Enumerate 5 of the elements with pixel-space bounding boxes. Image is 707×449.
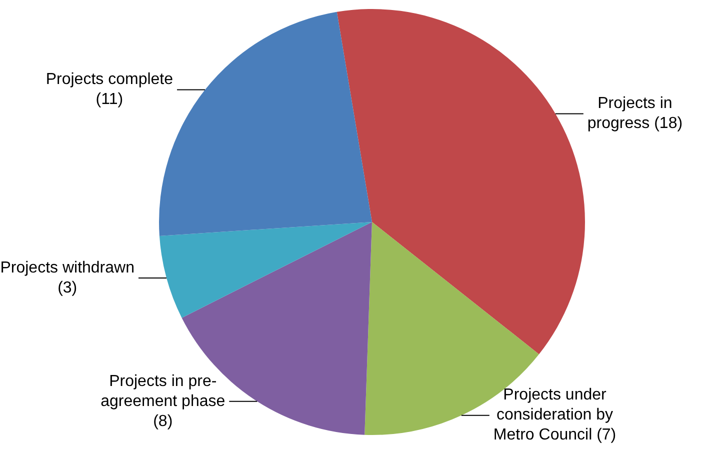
slice-label: Projects under consideration by Metro Council (7) xyxy=(493,386,616,444)
slice-label: Projects in pre-agreement phase (8) xyxy=(100,372,226,430)
slice-label: Projects withdrawn (3) xyxy=(0,259,134,296)
slice-label: Projects in progress (18) xyxy=(587,95,683,132)
slice-label: Projects complete (11) xyxy=(46,71,174,108)
